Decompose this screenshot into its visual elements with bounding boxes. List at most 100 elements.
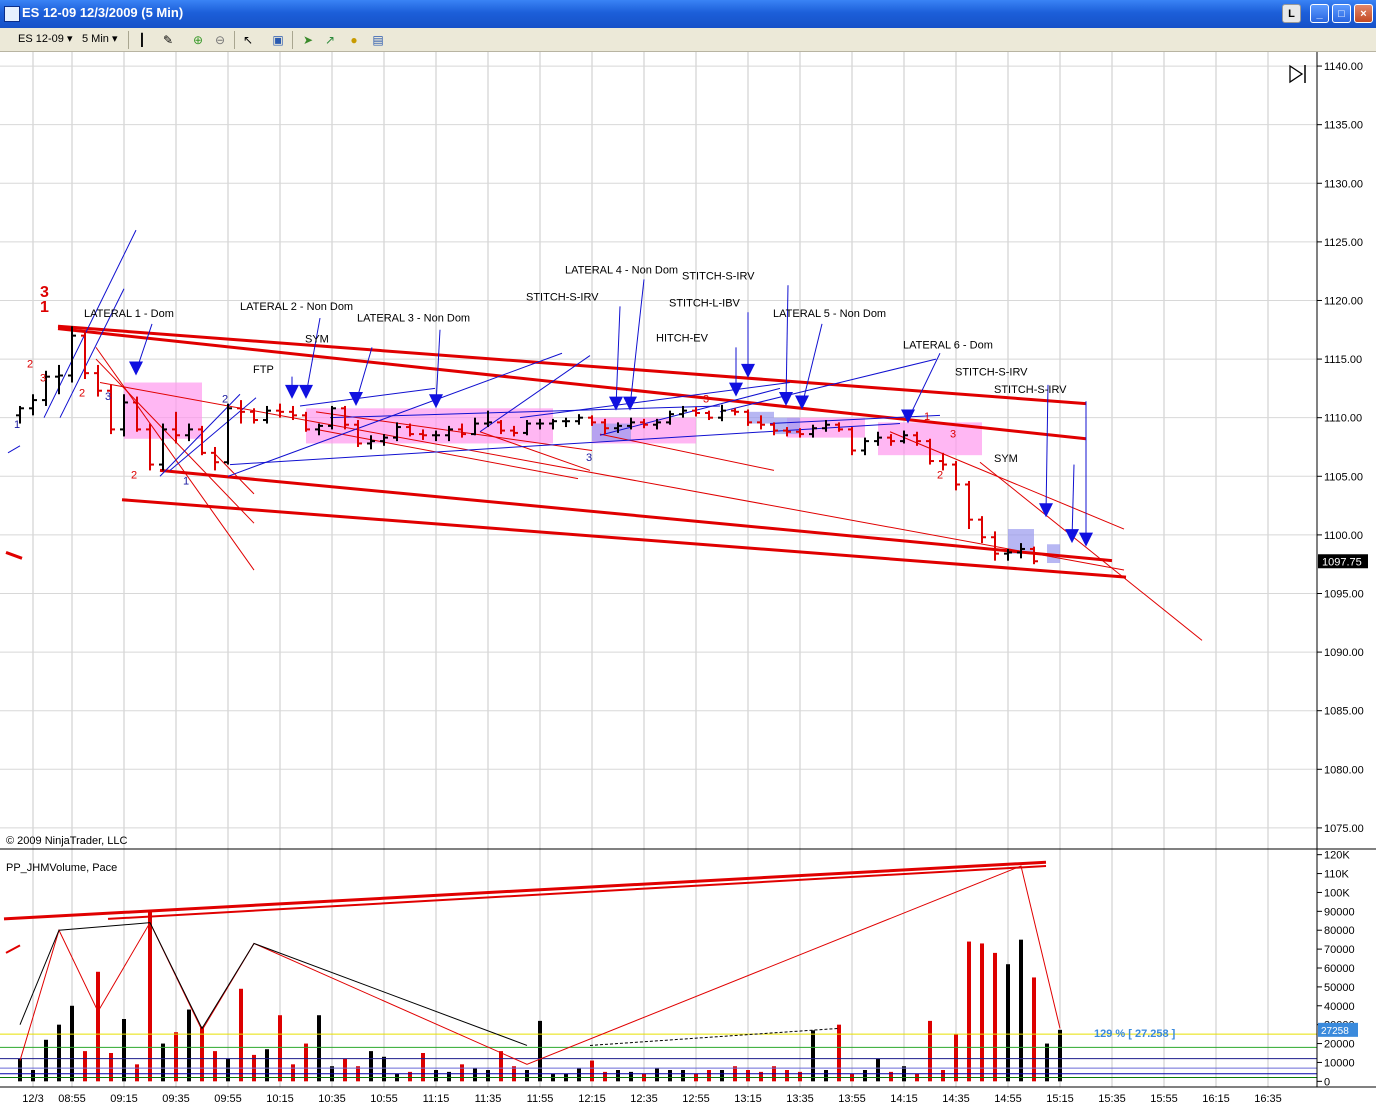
time-tick-label: 14:15 (890, 1093, 918, 1105)
volume-bar (499, 1051, 503, 1082)
wave-count-label: 2 (131, 470, 137, 482)
volume-bar (941, 1070, 945, 1082)
minimize-button[interactable]: _ (1310, 4, 1329, 23)
volume-bar (1032, 977, 1036, 1082)
wave-count-label: 1 (183, 475, 189, 487)
price-tick-label: 1080.00 (1324, 764, 1364, 776)
link-button[interactable]: L (1282, 4, 1301, 23)
annotation-label: LATERAL 6 - Dom (903, 340, 993, 352)
annotation-arrow-head (779, 391, 793, 406)
wave-count-label: 2 (937, 470, 943, 482)
annotation-label: STITCH-S-IRV (682, 270, 755, 282)
volume-bar (122, 1019, 126, 1082)
strategy-icon[interactable]: ➤ (302, 33, 314, 47)
time-tick-label: 15:15 (1046, 1093, 1074, 1105)
annotation-arrow-line (615, 306, 621, 407)
chart-toolbar: ES 12-09 ▾ 5 Min ▾ ┃ ✎ ⊕ ⊖ ↖ ▣ ➤ ↗ ● ▤ (0, 28, 1376, 52)
blue-trend-line (479, 355, 591, 433)
wave-count-label: 3 (40, 372, 46, 384)
time-tick-label: 11:55 (527, 1093, 554, 1105)
toolbar-separator (234, 31, 235, 49)
scroll-to-end-icon[interactable] (1289, 64, 1306, 84)
time-tick-label: 11:15 (423, 1093, 450, 1105)
volume-bar (343, 1058, 347, 1082)
volume-bar (304, 1043, 308, 1082)
volume-bar (980, 943, 984, 1082)
close-button[interactable]: × (1354, 4, 1373, 23)
pencil-draw-icon[interactable]: ✎ (162, 33, 174, 47)
blue-trend-line (229, 423, 901, 466)
time-tick-label: 10:55 (370, 1093, 398, 1105)
volume-bar (1058, 1029, 1062, 1082)
zoom-out-icon[interactable]: ⊖ (214, 33, 226, 47)
pace-upper-line (19, 865, 1061, 1065)
major-trend-line (121, 498, 1127, 579)
price-tick-label: 1095.00 (1324, 588, 1364, 600)
volume-bar (785, 1070, 789, 1082)
wave-count-label: 3 (105, 391, 111, 403)
price-tick-label: 1105.00 (1324, 471, 1363, 483)
pace-dashed-line (589, 1027, 839, 1046)
minor-trend-line (315, 411, 593, 451)
wave-count-label: 3 (40, 284, 49, 301)
volume-bars (0, 911, 1317, 1082)
data-grid-icon[interactable]: ▤ (372, 33, 384, 47)
minor-trend-line (99, 382, 1125, 571)
price-tick-label: 1100.00 (1324, 530, 1363, 542)
volume-tick-label: 60000 (1324, 963, 1355, 975)
minor-trend-line (979, 461, 1203, 641)
volume-bar (109, 1053, 113, 1082)
annotation-arrow-line (1071, 464, 1075, 540)
volume-tick-label: 80000 (1324, 925, 1355, 937)
volume-bar (213, 1051, 217, 1082)
volume-bar (681, 1070, 685, 1082)
annotation-label: HITCH-EV (656, 332, 709, 344)
data-box-icon[interactable]: ● (350, 33, 358, 47)
volume-bar (811, 1030, 815, 1082)
chart-area[interactable]: LATERAL 1 - Dom LATERAL 2 - Non Dom SYM FTP… (0, 52, 1376, 1118)
volume-bar (408, 1071, 412, 1082)
maximize-button[interactable]: □ (1332, 4, 1351, 23)
volume-trend-line (5, 944, 21, 954)
price-axis: 1140.00 1135.00 1130.00 1125.00 1120.00 1115.… (1317, 61, 1368, 1088)
volume-bar (1045, 1043, 1049, 1082)
window-title: ES 12-09 12/3/2009 (5 Min) (22, 5, 184, 20)
volume-bar (57, 1024, 61, 1082)
volume-bar (863, 1070, 867, 1082)
indicator-icon[interactable]: ↗ (324, 33, 336, 47)
blue-trend-line (227, 352, 563, 477)
minor-trend-line (315, 428, 579, 480)
annotation-label: LATERAL 5 - Non Dom (773, 308, 886, 320)
bar-type-icon[interactable]: ┃ (138, 33, 146, 47)
wave-count-label: 1 (14, 419, 20, 431)
instrument-label: ES 12-09 (18, 33, 64, 45)
instrument-selector[interactable]: ES 12-09 ▾ (18, 32, 72, 48)
pace-lower-line (19, 922, 528, 1046)
volume-bar (174, 1032, 178, 1082)
volume-bar (161, 1043, 165, 1082)
lateral-zone (306, 408, 553, 444)
grid-lines (0, 52, 1317, 1087)
volume-bar (31, 1070, 35, 1082)
wave-count-label: 1 (40, 299, 49, 316)
time-tick-label: 09:15 (110, 1093, 138, 1105)
volume-bar (382, 1056, 386, 1082)
properties-icon[interactable]: ▣ (272, 33, 284, 47)
blue-trend-line (7, 445, 21, 454)
interval-selector[interactable]: 5 Min ▾ (82, 32, 118, 48)
app-icon (4, 6, 20, 22)
price-tick-label: 1140.00 (1324, 61, 1363, 73)
annotation-label: LATERAL 3 - Non Dom (357, 313, 470, 325)
major-trend-line (57, 327, 1087, 441)
cursor-icon[interactable]: ↖ (242, 33, 254, 47)
wave-count-label: 2 (222, 393, 228, 405)
price-tick-label: 1110.00 (1324, 413, 1362, 425)
volume-tick-label: 0 (1324, 1076, 1330, 1088)
major-trend-line (159, 468, 1113, 563)
blue-trend-line (719, 358, 937, 413)
time-tick-label: 15:55 (1150, 1093, 1178, 1105)
annotation-label: STITCH-L-IBV (669, 297, 741, 309)
toolbar-separator (292, 31, 293, 49)
zoom-in-icon[interactable]: ⊕ (192, 33, 204, 47)
annotation-arrow-head (795, 395, 809, 410)
